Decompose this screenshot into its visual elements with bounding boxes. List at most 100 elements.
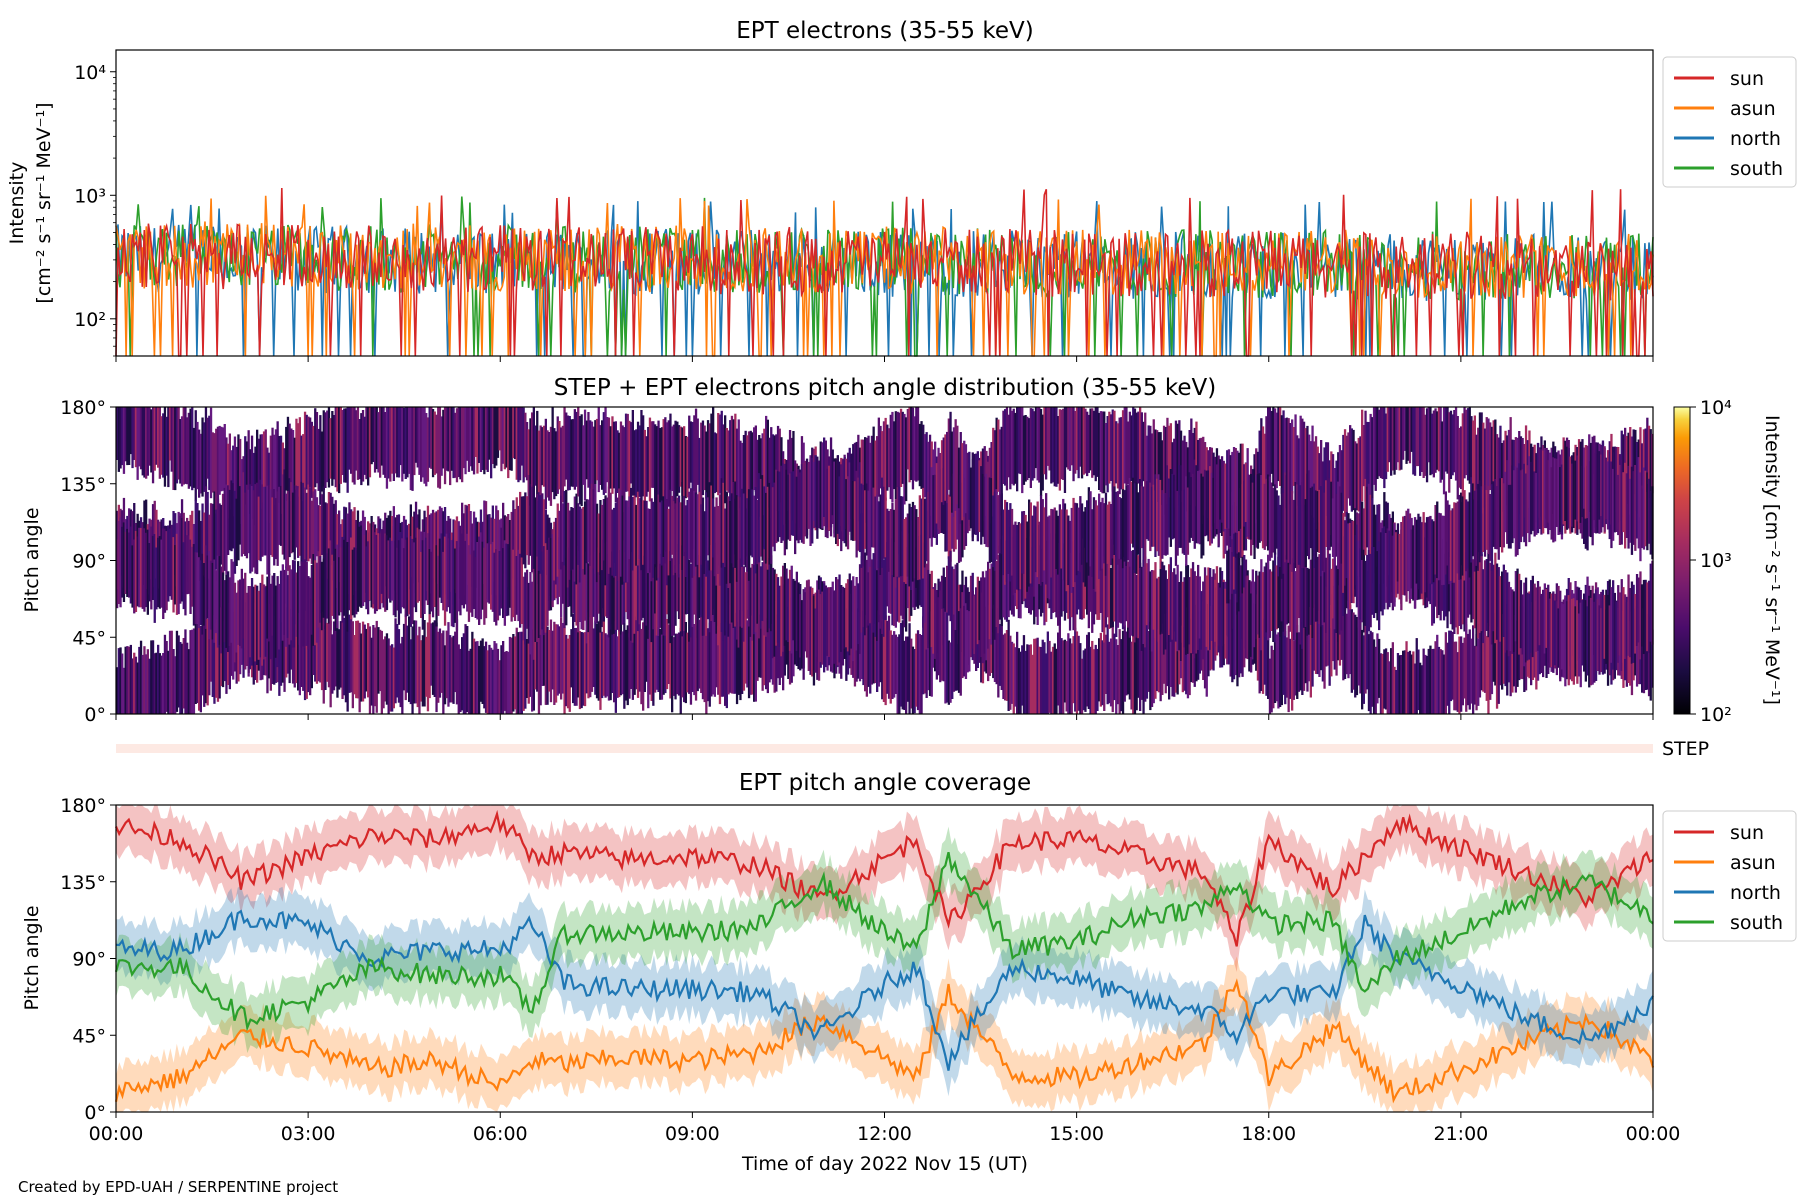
heatmap-cell — [1133, 483, 1137, 574]
heatmap-cell — [534, 556, 537, 642]
heatmap-cell — [1600, 608, 1603, 672]
heatmap-cell — [1060, 638, 1063, 714]
heatmap-cell — [1074, 540, 1077, 632]
heatmap-cell — [1150, 486, 1154, 547]
heatmap-cell — [201, 631, 204, 696]
heatmap-cell — [595, 418, 599, 481]
heatmap-cell — [331, 496, 334, 566]
heatmap-cell — [1028, 499, 1031, 587]
heatmap-cell — [537, 492, 541, 584]
heatmap-cell — [500, 527, 503, 609]
heatmap-cell — [334, 548, 337, 631]
heatmap-cell — [420, 407, 423, 482]
heatmap-cell — [833, 590, 836, 664]
heatmap-cell — [1051, 646, 1055, 714]
heatmap-cell — [761, 562, 764, 621]
heatmap-cell — [1118, 417, 1121, 495]
heatmap-cell — [642, 622, 645, 711]
heatmap-cell — [454, 412, 457, 478]
heatmap-cell — [652, 625, 655, 706]
heatmap-cell — [317, 505, 320, 571]
heatmap-cell — [1238, 552, 1241, 616]
heatmap-cell — [384, 533, 387, 612]
heatmap-cell — [172, 407, 175, 490]
heatmap-cell — [853, 481, 857, 541]
heatmap-cell — [1367, 550, 1371, 632]
heatmap-cell — [240, 568, 243, 649]
heatmap-cell — [1413, 407, 1417, 476]
heatmap-cell — [1593, 435, 1596, 521]
heatmap-cell — [324, 625, 327, 690]
heatmap-cell — [507, 544, 510, 616]
heatmap-cell — [384, 412, 387, 478]
y-tick-label: 10⁴ — [74, 62, 106, 84]
heatmap-cell — [541, 622, 544, 686]
heatmap-cell — [1490, 632, 1494, 695]
heatmap-cell — [881, 562, 884, 634]
heatmap-cell — [946, 431, 949, 504]
heatmap-cell — [763, 428, 766, 516]
heatmap-cell — [495, 549, 498, 626]
heatmap-cell — [1130, 550, 1133, 636]
heatmap-cell — [341, 536, 344, 623]
heatmap-cell — [1412, 525, 1415, 601]
heatmap-cell — [449, 635, 452, 703]
heatmap-cell — [1007, 545, 1010, 618]
heatmap-cell — [787, 474, 790, 540]
heatmap-cell — [1009, 503, 1012, 582]
heatmap-cell — [1318, 610, 1321, 677]
heatmap-cell — [428, 549, 431, 615]
heatmap-cell — [654, 424, 657, 506]
heatmap-cell — [271, 575, 274, 636]
colorbar-tick-label-bottom: 10² — [1700, 704, 1732, 726]
heatmap-cell — [319, 615, 322, 683]
heatmap-cell — [1436, 411, 1439, 470]
heatmap-cell — [1564, 440, 1567, 521]
heatmap-cell — [1302, 498, 1306, 569]
heatmap-cell — [877, 501, 880, 569]
heatmap-cell — [1128, 622, 1131, 700]
heatmap-cell — [664, 489, 667, 564]
heatmap-cell — [1434, 505, 1437, 575]
heatmap-cell — [1009, 635, 1012, 710]
heatmap-cell — [474, 557, 477, 618]
heatmap-cell — [1207, 470, 1210, 542]
heatmap-cell — [1472, 420, 1475, 489]
heatmap-cell — [1478, 552, 1482, 633]
heatmap-cell — [174, 656, 177, 714]
coverage-line-north — [115, 909, 1654, 1071]
heatmap-cell — [1115, 639, 1118, 714]
heatmap-cell — [298, 488, 301, 556]
heatmap-cell — [1359, 609, 1362, 694]
heatmap-cell — [372, 407, 375, 462]
heatmap-cell — [119, 647, 122, 714]
heatmap-cell — [1485, 490, 1488, 550]
heatmap-cell — [1618, 592, 1622, 656]
heatmap-cell — [288, 423, 291, 506]
heatmap-cell — [206, 417, 209, 479]
heatmap-cell — [198, 557, 201, 629]
heatmap-cell — [631, 611, 634, 700]
heatmap-cell — [1012, 408, 1015, 486]
heatmap-cell — [150, 640, 153, 714]
heatmap-cell — [905, 540, 908, 632]
heatmap-cell — [1154, 619, 1157, 699]
heatmap-cell — [1101, 566, 1104, 633]
heatmap-cell — [479, 532, 483, 620]
heatmap-cell — [768, 437, 771, 508]
heatmap-cell — [486, 543, 489, 603]
heatmap-cell — [838, 574, 841, 663]
heatmap-cell — [864, 490, 867, 549]
heatmap-cell — [795, 476, 798, 541]
heatmap-cell — [1494, 479, 1497, 550]
y-tick-label: 10² — [74, 309, 106, 331]
heatmap-cell — [344, 535, 348, 621]
heatmap-cell — [853, 442, 857, 519]
heatmap-cell — [1215, 566, 1219, 656]
heatmap-cell — [1229, 547, 1232, 638]
heatmap-cell — [490, 647, 493, 714]
heatmap-cell — [310, 598, 313, 689]
heatmap-cell — [864, 437, 867, 524]
heatmap-cell — [1132, 550, 1135, 637]
heatmap-cell — [291, 492, 295, 553]
